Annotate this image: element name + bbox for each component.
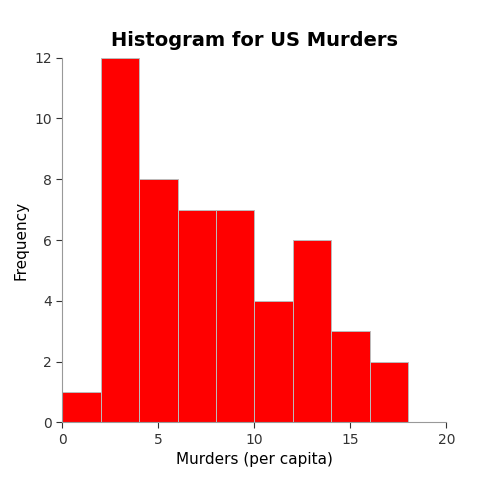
Bar xyxy=(254,301,293,422)
Bar xyxy=(216,210,254,422)
Bar xyxy=(178,210,216,422)
Bar xyxy=(293,240,331,422)
Bar xyxy=(139,179,178,422)
Y-axis label: Frequency: Frequency xyxy=(14,201,29,279)
Bar xyxy=(62,392,101,422)
Bar xyxy=(370,361,408,422)
X-axis label: Murders (per capita): Murders (per capita) xyxy=(176,452,333,468)
Bar xyxy=(101,58,139,422)
Bar xyxy=(331,331,370,422)
Title: Histogram for US Murders: Histogram for US Murders xyxy=(111,32,398,50)
